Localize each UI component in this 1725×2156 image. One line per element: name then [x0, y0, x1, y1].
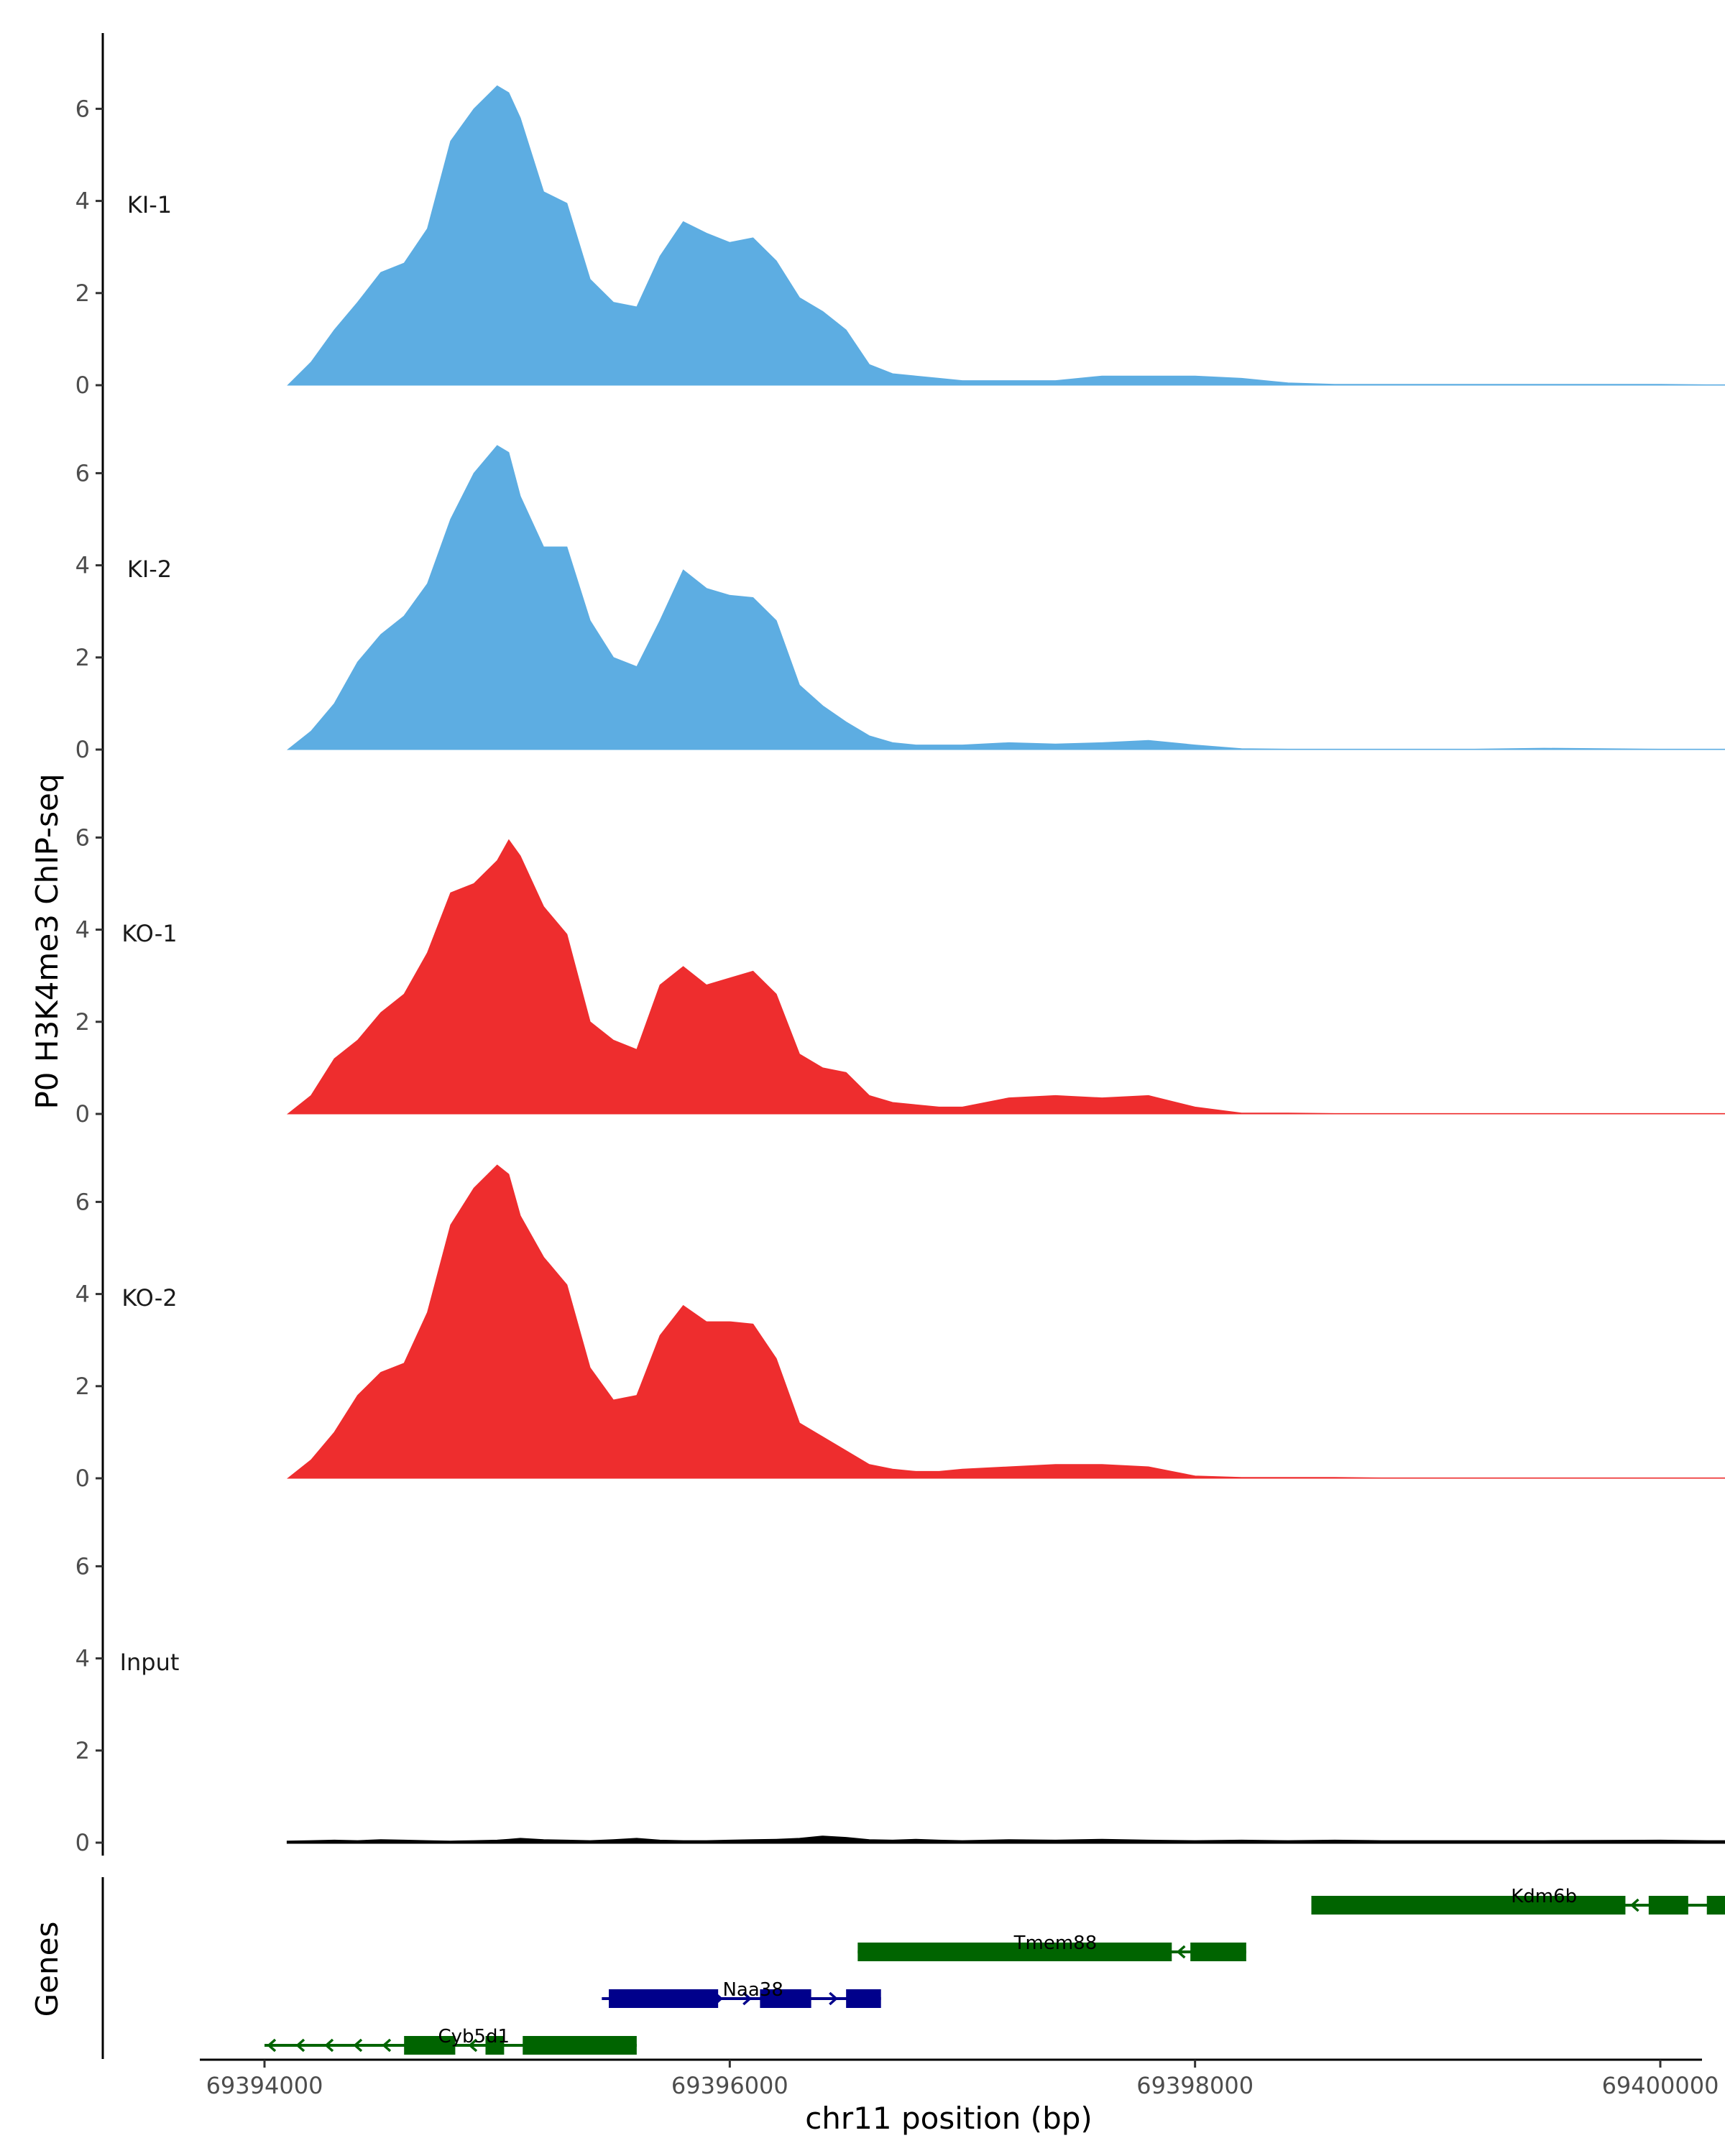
- genes-axis-title: Genes: [29, 1922, 65, 2017]
- gene-label: Kdm6b: [1511, 1886, 1577, 1907]
- gene-label: Naa38: [722, 1979, 783, 2001]
- track-label: KO-2: [121, 1284, 177, 1312]
- gene-exon: [523, 2036, 637, 2055]
- gene-exon: [846, 1989, 881, 2008]
- y-tick-label: 0: [75, 372, 90, 399]
- x-tick-label: 69398000: [1136, 2072, 1254, 2099]
- gene-exon: [609, 1989, 718, 2008]
- x-tick-label: 69396000: [671, 2072, 788, 2099]
- track-label: KI-2: [127, 556, 172, 583]
- y-axis-title: P0 H3K4me3 ChIP-seq: [29, 773, 65, 1109]
- y-tick-label: 6: [75, 1552, 90, 1580]
- y-tick-label: 4: [75, 1645, 90, 1672]
- y-tick-label: 4: [75, 916, 90, 944]
- track-label: KI-1: [127, 191, 172, 218]
- gene-label: Tmem88: [1013, 1932, 1098, 1954]
- y-tick-label: 4: [75, 552, 90, 579]
- y-tick-label: 2: [75, 1373, 90, 1400]
- track-label: Input: [120, 1649, 180, 1676]
- y-tick-label: 0: [75, 1829, 90, 1856]
- y-tick-label: 4: [75, 1281, 90, 1308]
- genome-browser-figure: 0 2 4 6 KI-1 0 2 4 6 KI-2 0 2 4 6 KO-1 0 2 4 6 KO-2 0 2 4 6 Inpu…: [0, 0, 1725, 2156]
- gene-exon: [1649, 1896, 1688, 1915]
- y-tick-label: 2: [75, 280, 90, 307]
- gene-label: Cyb5d1: [438, 2026, 510, 2047]
- y-tick-label: 6: [75, 824, 90, 851]
- y-tick-label: 0: [75, 1465, 90, 1492]
- y-tick-label: 6: [75, 459, 90, 487]
- gene-exon: [1707, 1896, 1725, 1915]
- gene-exon: [1312, 1896, 1626, 1915]
- y-tick-label: 6: [75, 1188, 90, 1215]
- y-tick-label: 2: [75, 1737, 90, 1764]
- gene-exon: [1190, 1943, 1246, 1961]
- x-tick-label: 69394000: [206, 2072, 323, 2099]
- x-tick-label: 69400000: [1602, 2072, 1719, 2099]
- y-tick-label: 2: [75, 644, 90, 671]
- y-tick-label: 2: [75, 1008, 90, 1036]
- y-tick-label: 4: [75, 188, 90, 215]
- y-tick-label: 6: [75, 95, 90, 122]
- track-label: KO-1: [121, 920, 177, 947]
- y-tick-label: 0: [75, 736, 90, 763]
- figure-background: [0, 0, 1725, 2156]
- y-tick-label: 0: [75, 1100, 90, 1128]
- x-axis-title: chr11 position (bp): [805, 2101, 1092, 2136]
